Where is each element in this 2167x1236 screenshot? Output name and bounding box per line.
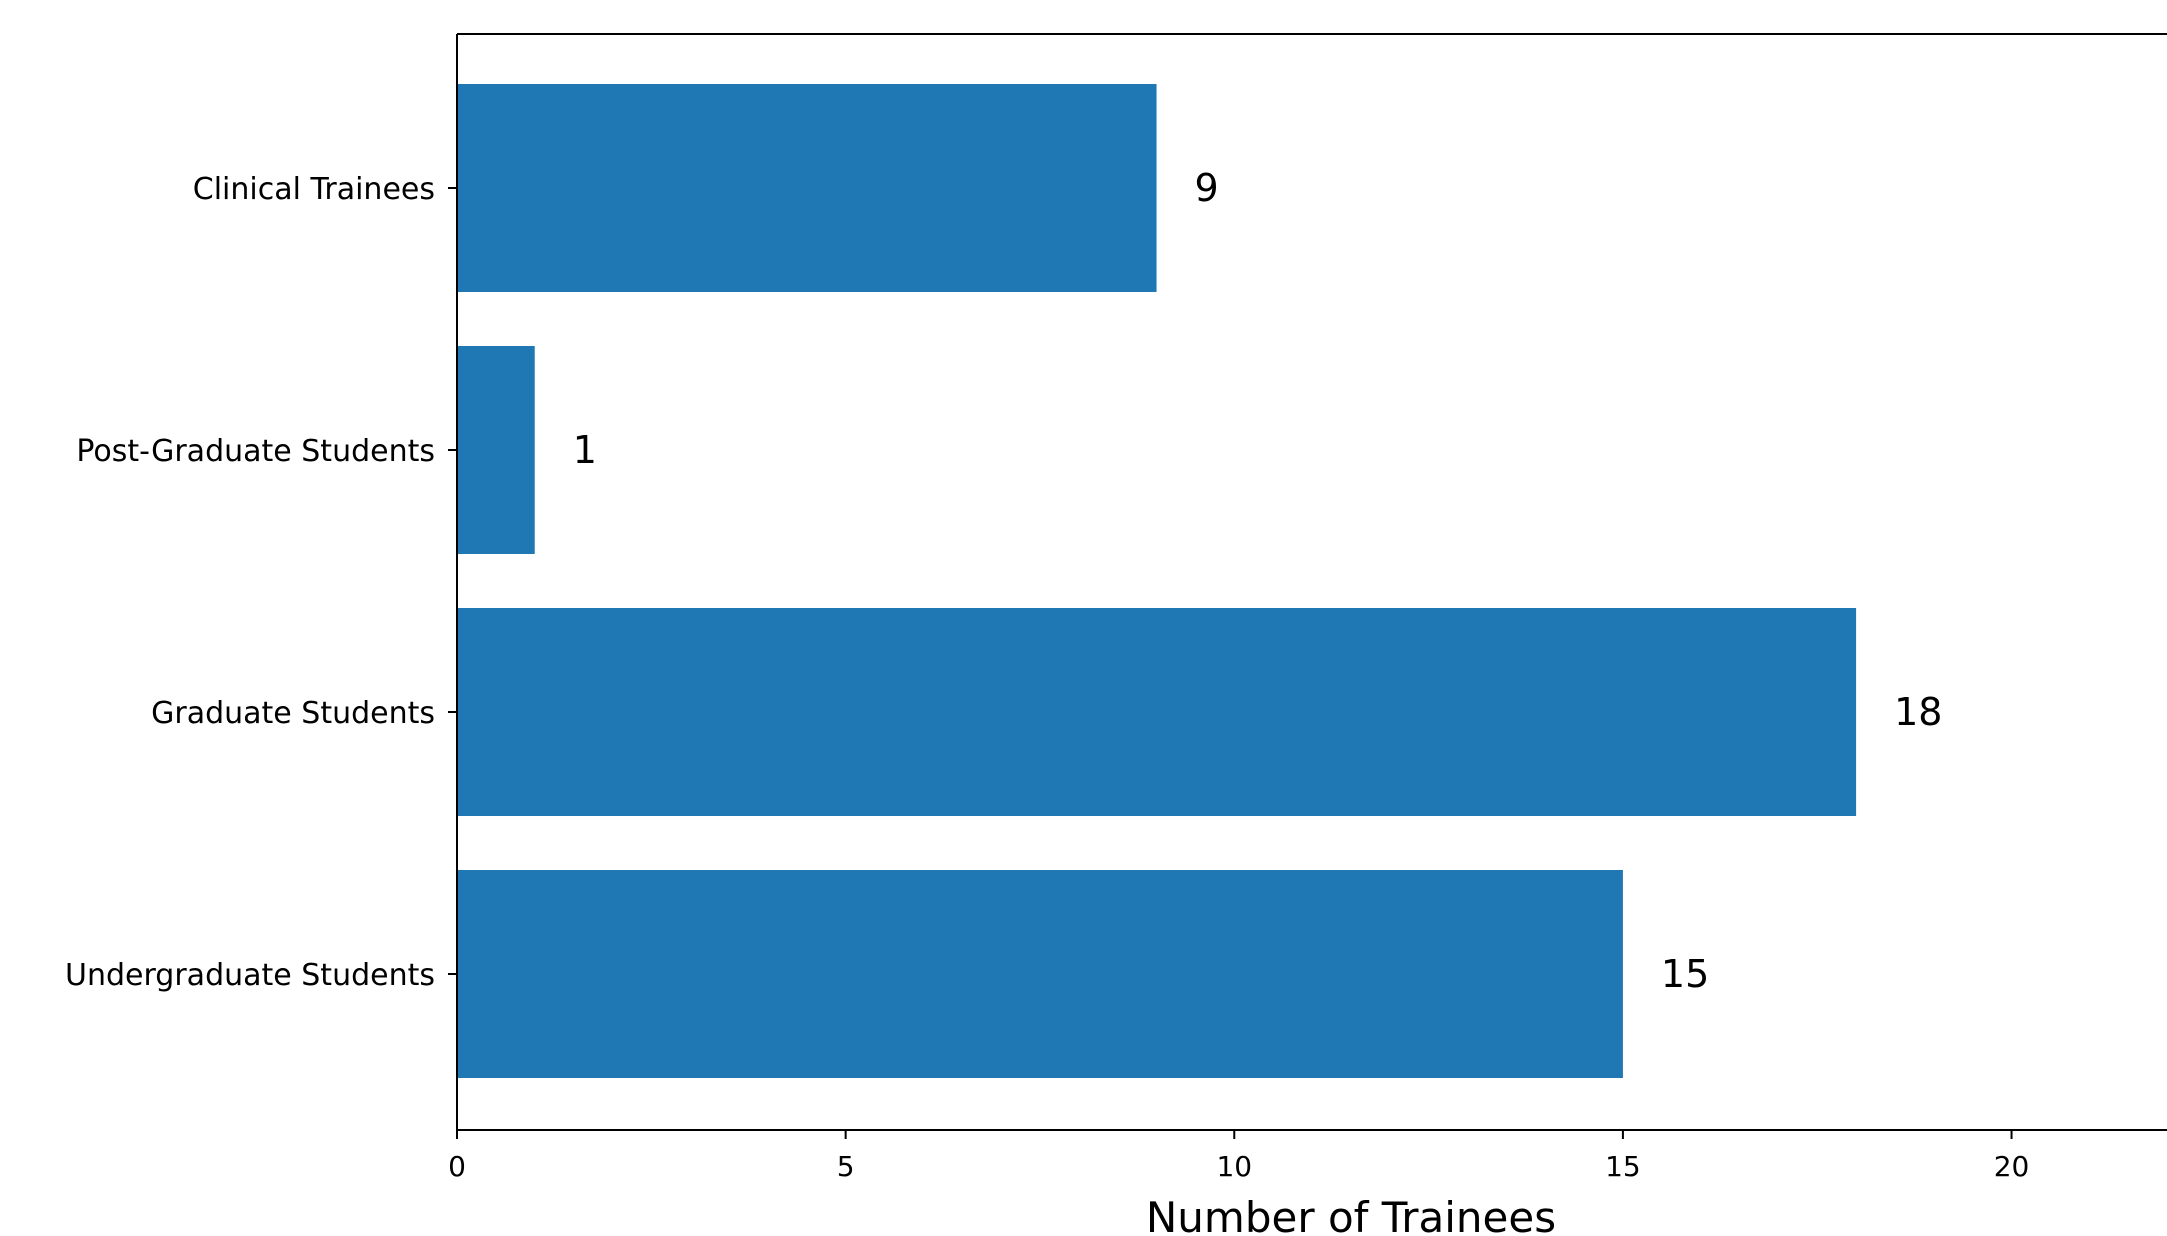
x-axis-title: Number of Trainees — [1146, 1193, 1556, 1236]
bars-layer — [457, 84, 1857, 1078]
data-label-post-graduate-students: 1 — [573, 428, 597, 472]
bar-graduate-students — [457, 608, 1857, 816]
x-tick-label: 10 — [1216, 1150, 1252, 1183]
x-tick-label: 0 — [448, 1150, 466, 1183]
axes-layer — [456, 33, 2167, 1131]
bar-undergraduate-students — [457, 870, 1623, 1078]
bar-clinical-trainees — [457, 84, 1157, 292]
data-label-undergraduate-students: 15 — [1661, 952, 1709, 996]
data-labels-layer: 9 1 18 15 — [573, 166, 1943, 996]
x-tick-label: 20 — [1994, 1150, 2030, 1183]
x-tick-label: 15 — [1605, 1150, 1641, 1183]
data-label-graduate-students: 18 — [1894, 690, 1942, 734]
y-tick-label-undergraduate-students: Undergraduate Students — [65, 958, 435, 993]
y-tick-label-clinical-trainees: Clinical Trainees — [193, 172, 435, 207]
data-label-clinical-trainees: 9 — [1195, 166, 1219, 210]
y-tick-label-post-graduate-students: Post-Graduate Students — [76, 434, 435, 469]
y-tick-label-graduate-students: Graduate Students — [151, 696, 435, 731]
x-tick-label: 5 — [837, 1150, 855, 1183]
bar-post-graduate-students — [457, 346, 535, 554]
ticks-layer: Clinical Trainees Post-Graduate Students G… — [65, 172, 2029, 1183]
